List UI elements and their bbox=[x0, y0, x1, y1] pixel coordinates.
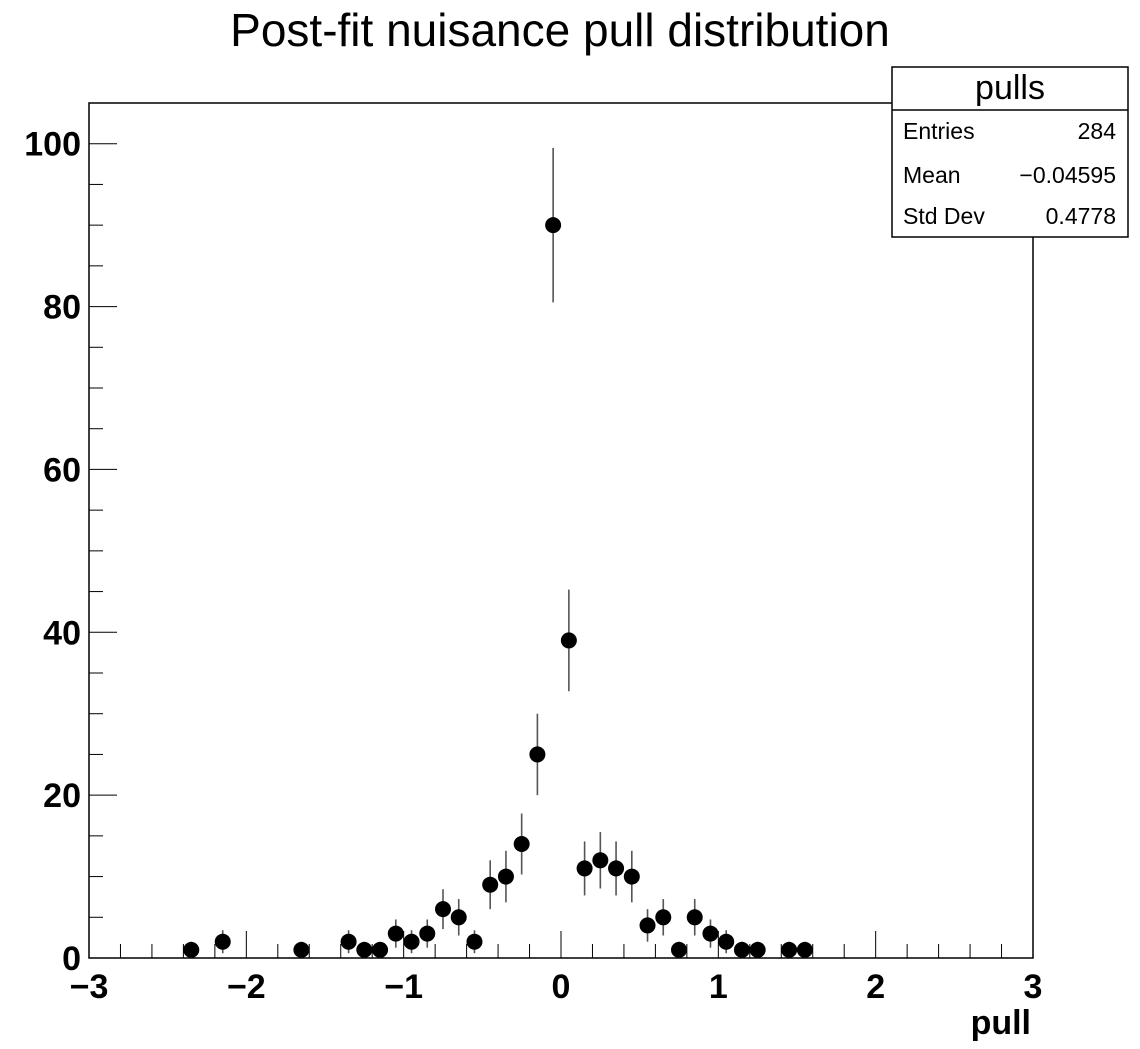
data-point bbox=[403, 933, 420, 950]
y-tick-label: 80 bbox=[43, 289, 81, 327]
data-point bbox=[718, 933, 735, 950]
data-point bbox=[686, 909, 703, 926]
data-point bbox=[576, 860, 593, 877]
data-point bbox=[183, 941, 200, 958]
data-point bbox=[702, 925, 719, 942]
y-tick-label: 40 bbox=[43, 614, 81, 652]
data-point bbox=[340, 933, 357, 950]
stats-box-title: pulls bbox=[975, 69, 1045, 107]
chart-title: Post-fit nuisance pull distribution bbox=[230, 4, 890, 56]
error-bars bbox=[190, 147, 806, 958]
data-point bbox=[560, 632, 577, 649]
data-point bbox=[623, 868, 640, 885]
data-point bbox=[356, 941, 373, 958]
y-axis-ticks bbox=[89, 143, 117, 959]
data-point bbox=[293, 941, 310, 958]
x-tick-label: −3 bbox=[70, 968, 109, 1006]
data-point bbox=[592, 852, 609, 869]
x-tick-label: −1 bbox=[384, 968, 423, 1006]
data-point bbox=[214, 933, 231, 950]
x-tick-label: −2 bbox=[227, 968, 266, 1006]
data-point bbox=[796, 941, 813, 958]
data-point bbox=[545, 217, 562, 234]
y-axis-tick-labels: 0 20 40 60 80 100 bbox=[24, 126, 81, 978]
data-point bbox=[781, 941, 798, 958]
stats-box: pulls Entries 284 Mean −0.04595 Std Dev … bbox=[891, 66, 1129, 238]
data-point bbox=[435, 901, 451, 918]
stats-stddev-value: 0.4778 bbox=[1046, 203, 1116, 229]
stats-entries-value: 284 bbox=[1078, 118, 1117, 144]
data-markers bbox=[183, 217, 813, 958]
stats-mean-value: −0.04595 bbox=[1019, 162, 1116, 188]
data-point bbox=[639, 917, 656, 934]
data-point bbox=[497, 868, 514, 885]
data-point bbox=[387, 925, 404, 942]
data-point bbox=[671, 941, 687, 958]
y-tick-label: 20 bbox=[43, 777, 81, 815]
data-point bbox=[482, 876, 499, 893]
data-point bbox=[733, 941, 750, 958]
stats-mean-label: Mean bbox=[903, 162, 961, 188]
data-point bbox=[655, 909, 672, 926]
data-point bbox=[513, 836, 530, 852]
x-tick-label: 2 bbox=[866, 968, 885, 1006]
stats-box-frame bbox=[891, 66, 1129, 238]
data-point bbox=[419, 925, 436, 942]
x-tick-label: 1 bbox=[709, 968, 728, 1006]
data-point bbox=[450, 909, 467, 926]
y-tick-label: 60 bbox=[43, 451, 81, 489]
data-point bbox=[466, 933, 483, 950]
x-tick-label: 3 bbox=[1024, 968, 1043, 1006]
data-point bbox=[372, 941, 389, 958]
y-tick-label: 0 bbox=[62, 940, 81, 978]
x-tick-label: 0 bbox=[552, 968, 571, 1006]
y-tick-label: 100 bbox=[24, 126, 81, 164]
x-axis-tick-labels: −3 −2 −1 0 1 2 3 bbox=[70, 968, 1043, 1006]
x-axis-label: pull bbox=[971, 1004, 1031, 1042]
data-point bbox=[529, 746, 546, 763]
data-point bbox=[608, 860, 625, 877]
x-axis-ticks bbox=[88, 931, 1034, 958]
data-point bbox=[749, 941, 766, 958]
stats-entries-label: Entries bbox=[903, 118, 975, 144]
stats-stddev-label: Std Dev bbox=[903, 203, 985, 229]
